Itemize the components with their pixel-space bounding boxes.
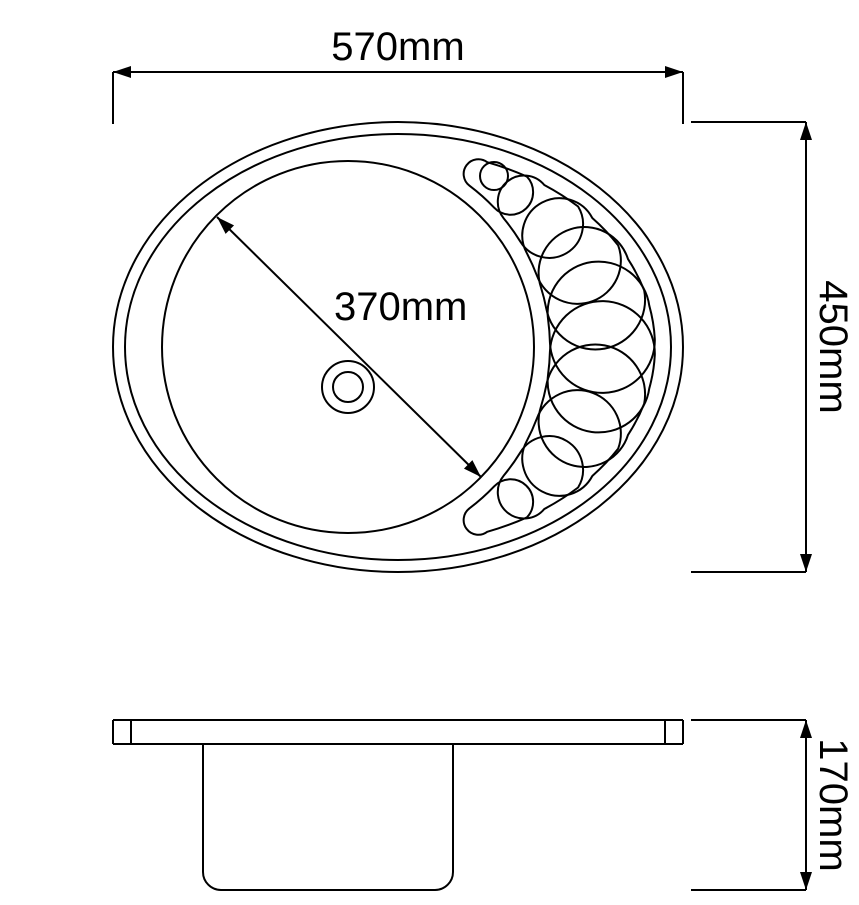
bowl-profile: [203, 744, 453, 890]
drain-grooves: [464, 159, 655, 535]
depth-dimension-label: 170mm: [811, 738, 855, 871]
sink-side-view: [113, 720, 683, 890]
sink-top-view: 370mm: [113, 122, 683, 572]
bowl-diameter-label: 370mm: [334, 285, 467, 329]
bowl-diameter-line: [217, 217, 481, 477]
height-dimension-label: 450mm: [811, 280, 855, 413]
width-dimension-label: 570mm: [331, 25, 464, 69]
drain-inner: [333, 372, 363, 402]
drain-outer: [322, 361, 374, 413]
